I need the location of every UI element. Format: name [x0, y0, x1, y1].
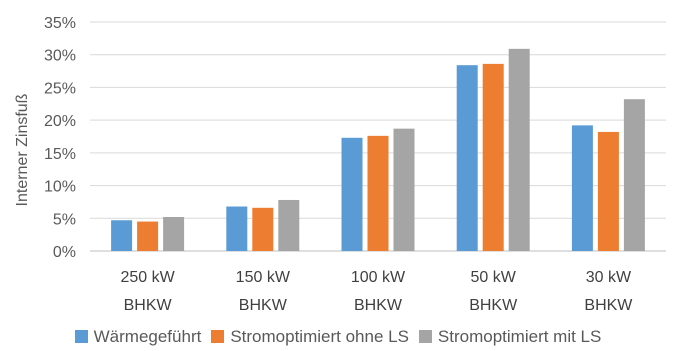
bar	[393, 128, 415, 251]
bar	[278, 199, 300, 251]
x-category-label: BHKW	[469, 297, 518, 314]
x-category-label: 150 kW	[236, 269, 291, 286]
bars	[111, 48, 645, 252]
bar	[571, 125, 593, 251]
bar	[508, 48, 530, 251]
x-category-labels: 250 kW BHKW 150 kW BHKW 100 kW BHKW 50 kW BHKW 3…	[120, 269, 633, 314]
y-tick-label: 30%	[44, 48, 76, 65]
legend-swatch	[418, 330, 432, 343]
bar	[137, 221, 159, 251]
y-tick-label: 25%	[44, 80, 76, 97]
x-category-label: BHKW	[124, 297, 173, 314]
y-tick-label: 20%	[44, 113, 76, 130]
bar	[163, 216, 185, 251]
x-category-label: 50 kW	[471, 269, 517, 286]
bar-chart: 0% 5% 10% 15% 20% 25% 30% 35% 250 kW BHKW 150 kW B…	[14, 15, 666, 314]
legend-label: Stromoptimiert ohne LS	[230, 326, 409, 346]
bar	[597, 131, 619, 251]
x-category-label: BHKW	[239, 297, 288, 314]
legend-label: Wärmegeführt	[93, 326, 202, 346]
x-category-label: 250 kW	[120, 269, 175, 286]
y-tick-label: 35%	[44, 15, 76, 32]
legend-item: Wärmegeführt	[74, 326, 202, 347]
legend-item: Stromoptimiert ohne LS	[211, 327, 409, 347]
bar	[226, 206, 248, 251]
legend-swatch	[74, 330, 88, 343]
legend-swatch	[211, 330, 225, 343]
y-tick-label: 15%	[44, 146, 76, 163]
legend-label: Stromoptimiert mit LS	[437, 326, 602, 346]
x-category-label: BHKW	[584, 297, 633, 314]
bar	[111, 220, 133, 251]
bar	[367, 135, 389, 251]
bar	[456, 65, 478, 251]
bar	[341, 137, 363, 251]
x-category-label: BHKW	[354, 297, 403, 314]
y-tick-label: 10%	[44, 179, 76, 196]
y-tick-label: 0%	[53, 244, 76, 261]
bar	[252, 207, 274, 251]
legend: Wärmegeführt Stromoptimiert ohne LS Stromo…	[0, 322, 676, 351]
legend-item: Stromoptimiert mit LS	[418, 326, 602, 347]
y-tick-labels: 0% 5% 10% 15% 20% 25% 30% 35%	[44, 15, 76, 261]
x-category-label: 100 kW	[351, 269, 406, 286]
bar	[482, 63, 504, 252]
y-tick-label: 5%	[53, 211, 76, 228]
bar	[623, 99, 645, 251]
x-category-label: 30 kW	[586, 269, 632, 286]
y-axis-label: Interner Zinsfuß	[14, 93, 31, 206]
